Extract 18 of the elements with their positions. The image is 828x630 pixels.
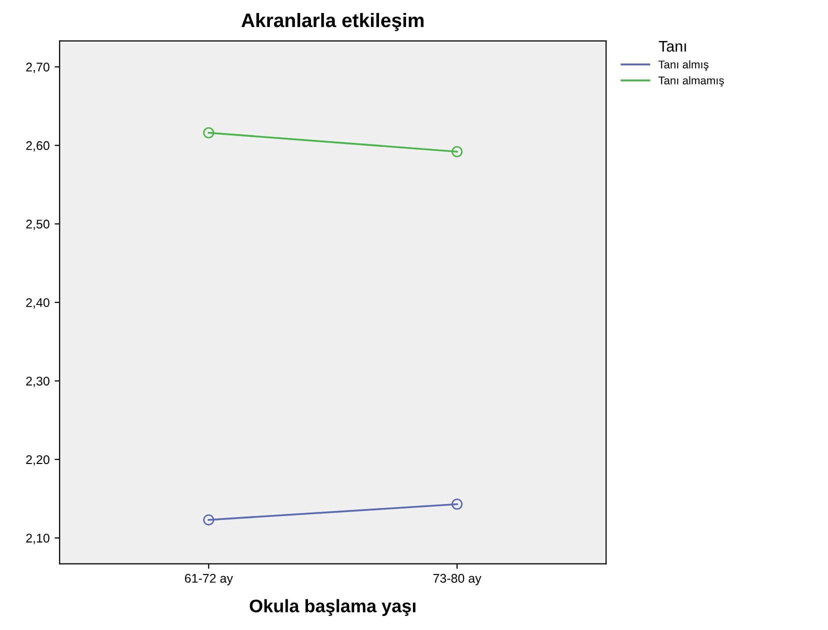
y-tick-label: 2,10: [26, 534, 50, 544]
x-axis-title: Okula başlama yaşı: [250, 599, 416, 616]
x-tick-label: 61-72 ay: [184, 574, 233, 586]
y-tick-label: 2,70: [26, 62, 50, 73]
y-tick-label: 2,40: [26, 298, 50, 309]
point: [452, 498, 463, 510]
chart-title: Akranlarla etkileşim: [241, 12, 424, 32]
y-tick-label: 2,60: [26, 141, 50, 152]
y-tick-label: 2,20: [26, 455, 50, 466]
legend-label: Tanı almış: [658, 60, 708, 71]
legend-title: Tanı: [658, 41, 686, 52]
legend-label: Tanı almamış: [658, 76, 724, 87]
y-tick-label: 2,30: [26, 376, 50, 388]
x-tick-label: 73-80 ay: [433, 574, 482, 586]
y-tick-label: 2,50: [26, 220, 50, 230]
point: [203, 127, 214, 138]
point: [203, 514, 214, 526]
point: [452, 146, 463, 158]
